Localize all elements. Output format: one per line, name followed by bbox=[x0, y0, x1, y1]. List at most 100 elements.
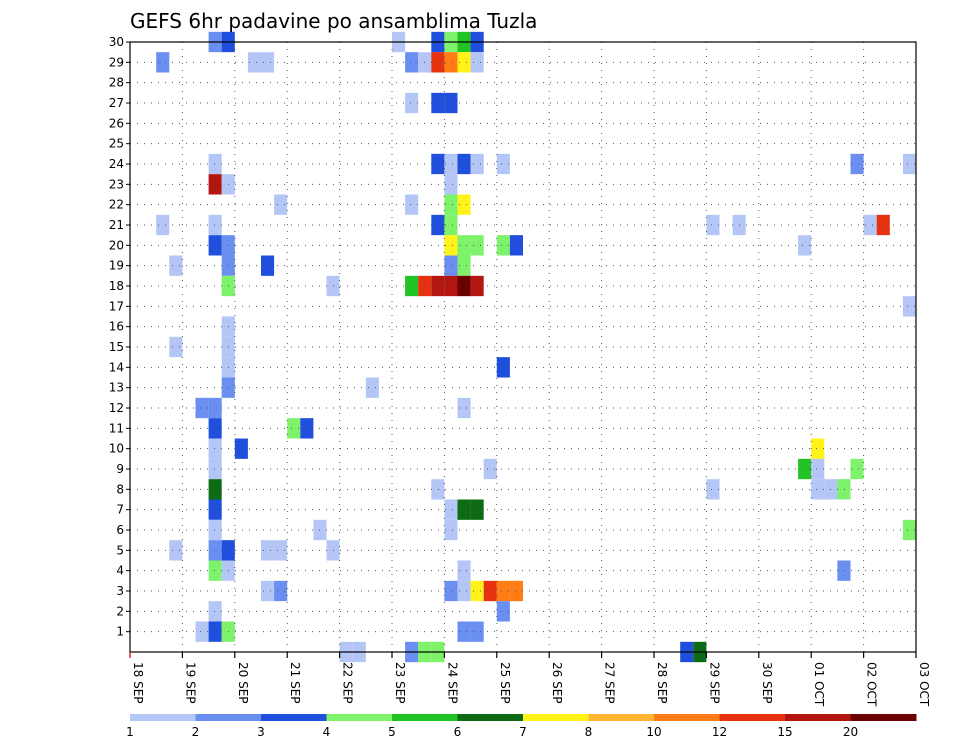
heatmap-cell bbox=[405, 275, 419, 297]
heatmap-cell bbox=[208, 479, 222, 500]
heatmap-cell bbox=[496, 153, 510, 175]
heatmap-cell bbox=[169, 540, 183, 561]
heatmap-cell bbox=[156, 214, 170, 236]
heatmap-cell bbox=[405, 194, 419, 215]
colorbar-segment bbox=[326, 714, 393, 721]
heatmap-cell bbox=[234, 438, 248, 459]
heatmap-cell bbox=[706, 479, 720, 500]
heatmap-cell bbox=[208, 174, 222, 195]
colorbar-segment bbox=[588, 714, 655, 721]
heatmap-cell bbox=[431, 52, 445, 73]
heatmap-cell bbox=[431, 153, 445, 175]
y-tick-label: 15 bbox=[109, 340, 124, 354]
heatmap-cell bbox=[457, 275, 471, 297]
heatmap-cell bbox=[457, 235, 471, 256]
heatmap-cell bbox=[444, 235, 458, 256]
colorbar-label: 6 bbox=[454, 725, 462, 739]
heatmap-cell bbox=[837, 479, 851, 500]
heatmap-cell bbox=[444, 52, 458, 73]
colorbar-label: 7 bbox=[519, 725, 527, 739]
colorbar-segment bbox=[654, 714, 720, 721]
x-tick-label: 22 SEP bbox=[341, 662, 355, 704]
y-tick-label: 9 bbox=[116, 462, 124, 476]
heatmap-cell bbox=[470, 275, 484, 297]
heatmap-cell bbox=[470, 52, 484, 73]
heatmap-cell bbox=[208, 519, 222, 541]
colorbar-label: 20 bbox=[843, 725, 858, 739]
heatmap-cell bbox=[169, 336, 183, 358]
heatmap-cell bbox=[208, 601, 222, 622]
heatmap-cell bbox=[274, 194, 288, 215]
heatmap-cell bbox=[470, 153, 484, 175]
heatmap-cell bbox=[837, 560, 851, 581]
heatmap-cell bbox=[496, 357, 510, 378]
heatmap-cell bbox=[483, 458, 497, 480]
colorbar-segment bbox=[719, 714, 786, 721]
y-tick-label: 17 bbox=[109, 299, 124, 313]
colorbar-segment bbox=[785, 714, 851, 721]
heatmap-cell bbox=[274, 540, 288, 561]
colorbar-segment bbox=[195, 714, 262, 721]
colorbar-segment bbox=[392, 714, 458, 721]
y-tick-label: 28 bbox=[109, 76, 124, 90]
heatmap-cell bbox=[811, 438, 825, 459]
heatmap-cell bbox=[496, 601, 510, 622]
y-tick-label: 16 bbox=[109, 320, 124, 334]
heatmap-cell bbox=[457, 621, 471, 642]
heatmap-cell bbox=[274, 580, 288, 602]
heatmap-cell bbox=[509, 580, 523, 602]
y-tick-label: 30 bbox=[109, 35, 124, 49]
colorbar-label: 10 bbox=[646, 725, 661, 739]
y-tick-label: 3 bbox=[116, 584, 124, 598]
heatmap-cell bbox=[850, 458, 864, 480]
heatmap-cell bbox=[457, 580, 471, 602]
heatmap-cell bbox=[444, 214, 458, 236]
x-tick-label: 26 SEP bbox=[550, 662, 564, 704]
y-tick-label: 21 bbox=[109, 218, 124, 232]
y-tick-label: 24 bbox=[109, 157, 124, 171]
colorbar-segment bbox=[261, 714, 327, 721]
x-tick-label: 24 SEP bbox=[445, 662, 459, 704]
heatmap-cell bbox=[405, 92, 419, 114]
heatmap-cell bbox=[261, 52, 275, 73]
y-tick-label: 10 bbox=[109, 442, 124, 456]
heatmap-cell bbox=[444, 174, 458, 195]
heatmap-cell bbox=[470, 499, 484, 520]
heatmap-cell bbox=[902, 519, 916, 541]
colorbar-segment bbox=[457, 714, 524, 721]
heatmap-cell bbox=[365, 377, 379, 398]
y-axis: 1234567891011121314151617181920212223242… bbox=[109, 35, 130, 639]
x-tick-label: 23 SEP bbox=[393, 662, 407, 704]
heatmap-cell bbox=[287, 418, 301, 439]
x-tick-label: 27 SEP bbox=[603, 662, 617, 704]
y-tick-label: 6 bbox=[116, 523, 124, 537]
y-tick-label: 5 bbox=[116, 543, 124, 557]
heatmap-cell bbox=[863, 214, 877, 236]
y-tick-label: 26 bbox=[109, 116, 124, 130]
heatmap-cell bbox=[208, 540, 222, 561]
heatmap-cell bbox=[169, 255, 183, 276]
heatmap-cell bbox=[208, 458, 222, 480]
x-tick-label: 30 SEP bbox=[760, 662, 774, 704]
heatmap-cell bbox=[850, 153, 864, 175]
heatmap-cell bbox=[798, 458, 812, 480]
heatmap-cell bbox=[457, 397, 471, 419]
heatmap-cell bbox=[457, 499, 471, 520]
heatmap-cell bbox=[811, 458, 825, 480]
y-tick-label: 25 bbox=[109, 137, 124, 151]
heatmap-cell bbox=[902, 296, 916, 317]
y-tick-label: 2 bbox=[116, 604, 124, 618]
heatmap-cell bbox=[195, 397, 209, 419]
heatmap-cell bbox=[208, 214, 222, 236]
heatmap-cell bbox=[444, 255, 458, 276]
heatmap-cell bbox=[208, 397, 222, 419]
heatmap-cell bbox=[431, 214, 445, 236]
y-tick-label: 14 bbox=[109, 360, 124, 374]
x-tick-label: 02 OCT bbox=[865, 662, 879, 707]
heatmap-cell bbox=[208, 621, 222, 642]
y-tick-label: 29 bbox=[109, 55, 124, 69]
x-tick-label: 28 SEP bbox=[655, 662, 669, 704]
y-tick-label: 19 bbox=[109, 259, 124, 273]
heatmap-cell bbox=[706, 214, 720, 236]
